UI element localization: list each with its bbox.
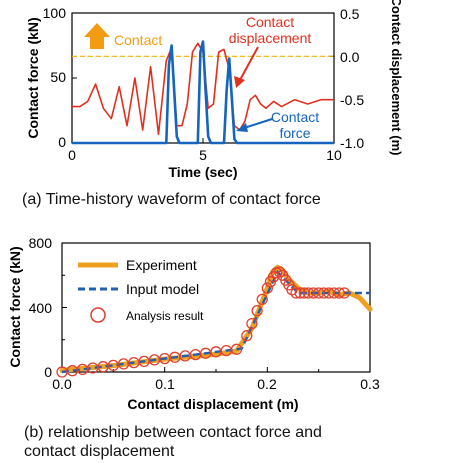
a-xtick: 10 <box>326 147 342 163</box>
b-analysis-point <box>298 287 310 299</box>
b-ylabel: Contact force (kN) <box>7 246 23 367</box>
chart-b: 800 400 0 0.0 0.1 0.2 0.3 Contact displa… <box>7 235 380 412</box>
legend-label-input-model: Input model <box>126 281 199 297</box>
a-ylabel-right: Contact displacement (m) <box>389 0 404 155</box>
a-ytick-right: 0.0 <box>340 49 360 65</box>
caption-b: (b) relationship between contact force a… <box>24 423 464 461</box>
b-analysis-point <box>294 287 306 299</box>
a-xtick: 5 <box>199 147 207 163</box>
a-xtick: 0 <box>68 147 76 163</box>
b-analysis-point <box>338 287 350 299</box>
a-annotation-contact: Contact <box>114 32 162 48</box>
caption-b-line: contact displacement <box>24 443 175 460</box>
b-analysis-point <box>241 330 253 342</box>
contact-arrow-icon <box>84 23 110 49</box>
b-xtick: 0.1 <box>155 376 175 392</box>
a-force-arrowhead-icon <box>236 123 248 132</box>
b-analysis-point <box>246 317 258 330</box>
b-analysis-point <box>261 282 273 294</box>
a-annotation-force: force <box>279 125 310 141</box>
a-annotation-force: Contact <box>271 109 319 125</box>
legend-label-experiment: Experiment <box>126 257 197 273</box>
b-series-experiment <box>59 264 373 373</box>
b-series-input-model <box>61 269 370 374</box>
a-annotation-displacement: Contact <box>246 14 294 30</box>
a-ytick-right: -1.0 <box>340 135 364 151</box>
b-xlabel: Contact displacement (m) <box>127 396 298 412</box>
b-analysis-point <box>333 287 345 299</box>
b-xtick: 0.3 <box>360 376 380 392</box>
a-ylabel-left: Contact force (kN) <box>25 17 41 138</box>
b-ytick: 800 <box>29 235 53 251</box>
chart-a-plot <box>72 40 334 145</box>
b-analysis-point <box>290 287 302 299</box>
a-ytick-left: 100 <box>43 5 67 21</box>
b-analysis-point <box>251 305 263 317</box>
a-series-force <box>72 40 334 145</box>
a-ytick-left: 0 <box>58 134 66 150</box>
a-displacement-pointer <box>239 46 259 81</box>
a-displacement-arrowhead-icon <box>234 76 245 88</box>
b-legend: Experiment Input model Analysis result <box>78 257 204 323</box>
b-ytick: 400 <box>29 300 53 316</box>
a-force-pointer <box>243 118 273 129</box>
chart-b-plot <box>56 264 373 378</box>
a-ytick-left: 50 <box>50 69 66 85</box>
b-analysis-point <box>256 293 268 306</box>
legend-swatch-analysis-result <box>90 307 106 323</box>
b-xtick: 0.0 <box>52 376 72 392</box>
b-analysis-point <box>274 266 286 278</box>
a-ytick-right: 0.5 <box>340 6 360 22</box>
b-xtick: 0.2 <box>257 376 277 392</box>
a-ytick-right: -0.5 <box>340 92 364 108</box>
legend-label-analysis-result: Analysis result <box>126 309 204 323</box>
a-annotation-displacement: displacement <box>229 30 312 46</box>
caption-b-line: (b) relationship between contact force a… <box>24 424 322 441</box>
a-xlabel: Time (sec) <box>169 164 238 180</box>
chart-a: 100 50 0 0.5 0.0 -0.5 -1.0 0 5 10 Time (… <box>25 0 404 180</box>
caption-a: (a) Time-history waveform of contact for… <box>22 191 321 208</box>
b-ytick: 0 <box>44 364 52 380</box>
b-analysis-point <box>230 343 243 355</box>
